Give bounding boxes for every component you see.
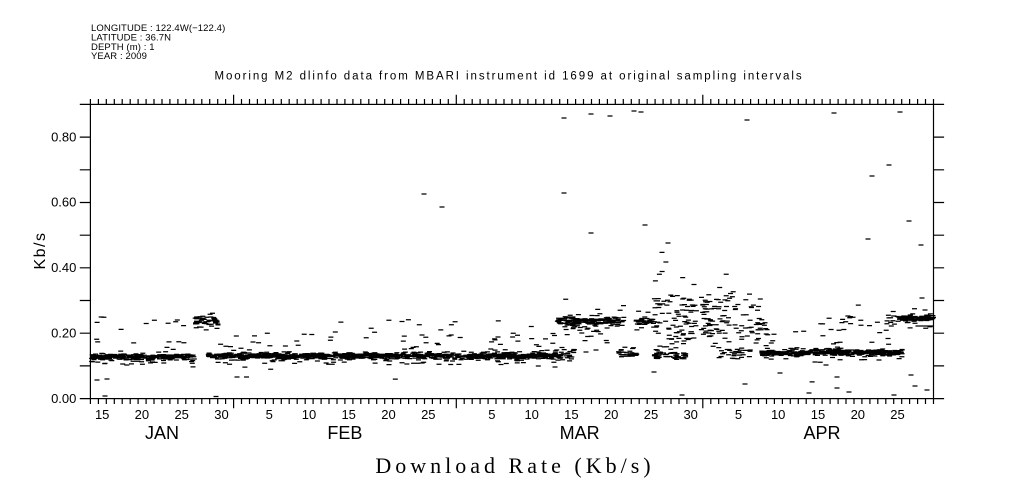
svg-text:25: 25 [644, 407, 658, 422]
svg-text:LATITUDE : 36.7N: LATITUDE : 36.7N [91, 32, 171, 43]
svg-text:15: 15 [811, 407, 825, 422]
svg-text:15: 15 [95, 407, 109, 422]
svg-text:5: 5 [266, 407, 273, 422]
svg-text:APR: APR [803, 423, 840, 443]
svg-text:0.60: 0.60 [51, 195, 76, 210]
svg-text:0.40: 0.40 [51, 260, 76, 275]
svg-text:JAN: JAN [145, 423, 179, 443]
svg-text:FEB: FEB [327, 423, 362, 443]
svg-text:30: 30 [214, 407, 228, 422]
svg-text:Kb/s: Kb/s [32, 231, 49, 269]
svg-text:20: 20 [604, 407, 618, 422]
svg-text:25: 25 [421, 407, 435, 422]
svg-text:15: 15 [341, 407, 355, 422]
svg-text:0.80: 0.80 [51, 129, 76, 144]
svg-text:20: 20 [381, 407, 395, 422]
svg-text:YEAR : 2009: YEAR : 2009 [91, 51, 147, 62]
svg-text:20: 20 [135, 407, 149, 422]
svg-text:10: 10 [524, 407, 538, 422]
svg-text:Download Rate (Kb/s): Download Rate (Kb/s) [375, 453, 654, 478]
svg-text:25: 25 [890, 407, 904, 422]
svg-text:30: 30 [683, 407, 697, 422]
svg-text:10: 10 [771, 407, 785, 422]
svg-text:MAR: MAR [560, 423, 600, 443]
svg-text:20: 20 [851, 407, 865, 422]
svg-text:Mooring M2 dlinfo data from MB: Mooring M2 dlinfo data from MBARI instru… [214, 71, 803, 83]
svg-text:DEPTH (m) : 1: DEPTH (m) : 1 [91, 42, 155, 53]
svg-text:5: 5 [735, 407, 742, 422]
svg-text:10: 10 [302, 407, 316, 422]
svg-text:15: 15 [564, 407, 578, 422]
svg-text:0.20: 0.20 [51, 325, 76, 340]
svg-text:25: 25 [174, 407, 188, 422]
svg-text:LONGITUDE : 122.4W(−122.4): LONGITUDE : 122.4W(−122.4) [91, 23, 225, 34]
svg-text:0.00: 0.00 [51, 391, 76, 406]
svg-text:5: 5 [488, 407, 495, 422]
